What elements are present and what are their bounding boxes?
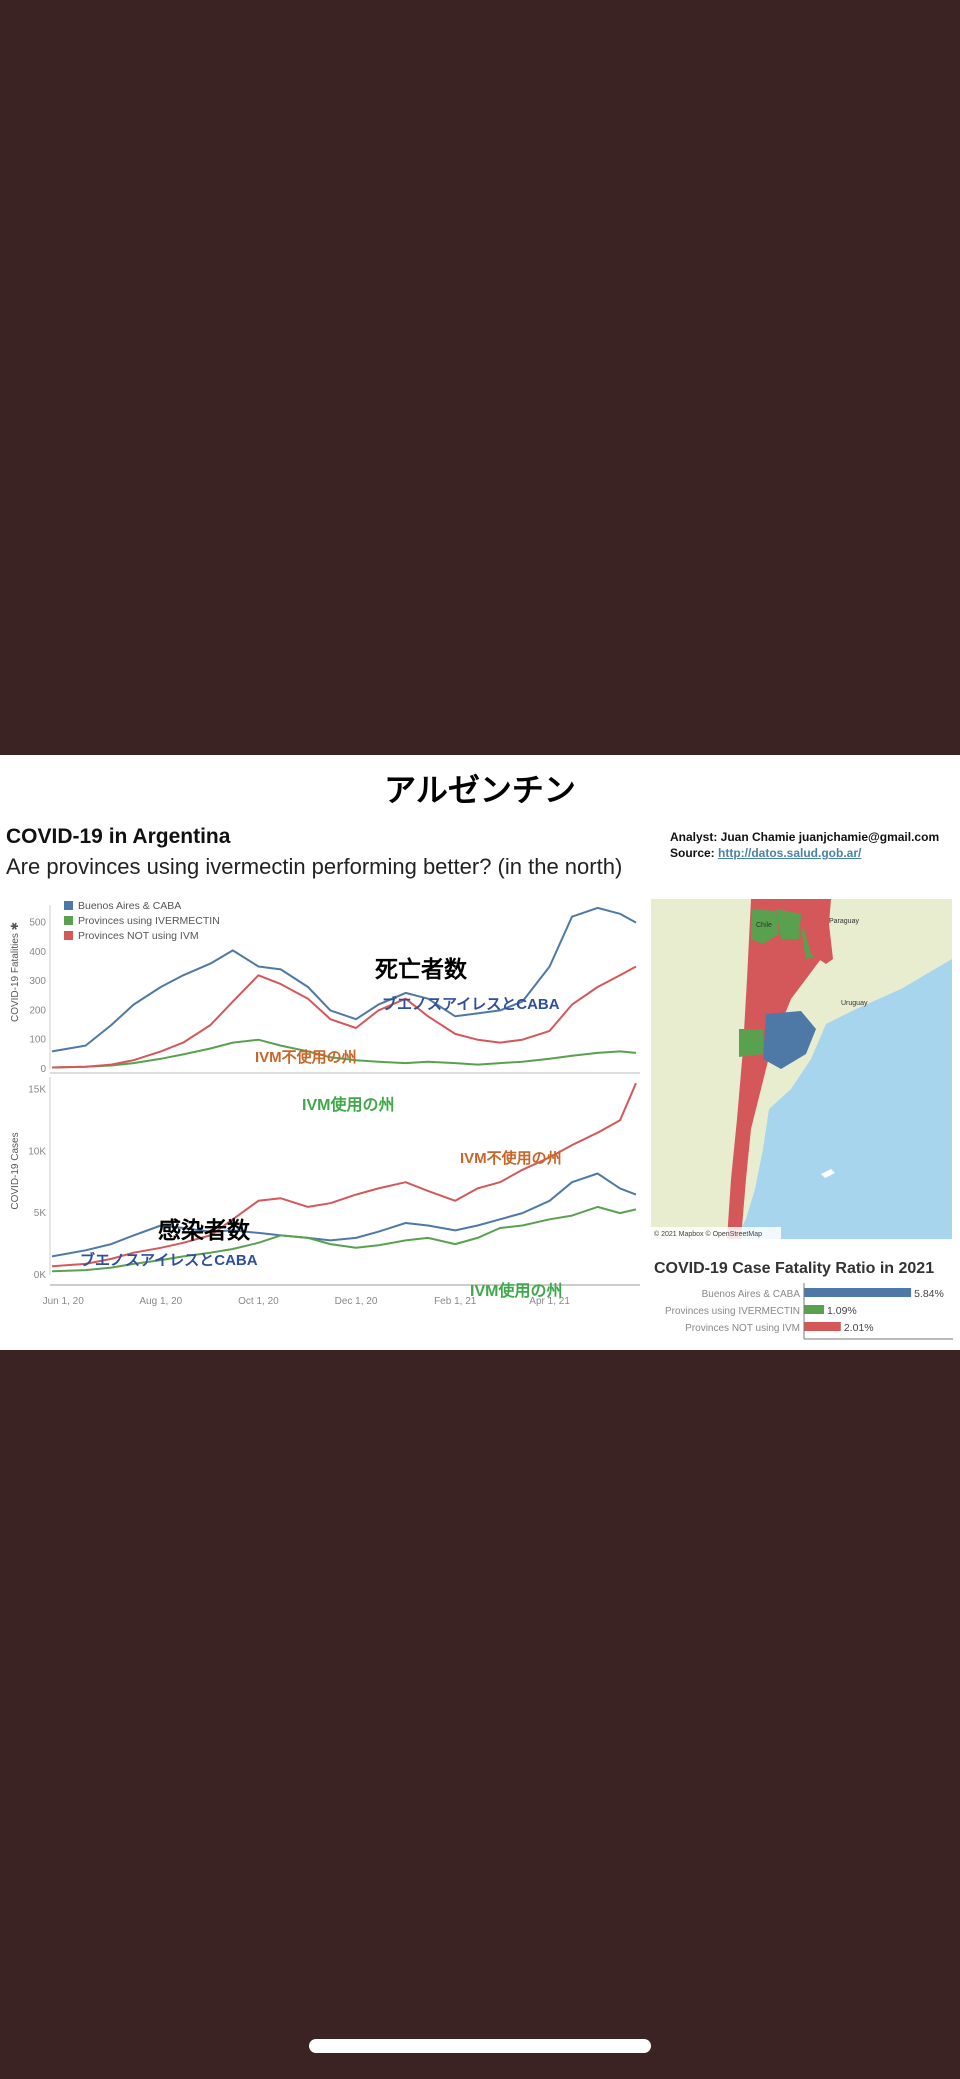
- series-line-fatalities-1[interactable]: [51, 1038, 637, 1069]
- argentina-map[interactable]: Chile Paraguay Uruguay © 2021 Mapbox © O…: [651, 899, 952, 1239]
- ivm-province-n[interactable]: [776, 909, 801, 939]
- series-line-cases-0[interactable]: [51, 1172, 637, 1258]
- series-line-cases-1[interactable]: [51, 1205, 637, 1273]
- source-link[interactable]: http://datos.salud.gob.ar/: [718, 846, 862, 860]
- bar[interactable]: [804, 1288, 912, 1297]
- legend-label: Buenos Aires & CABA: [78, 900, 181, 912]
- bar-value-label: 1.09%: [827, 1305, 857, 1317]
- annotation-ivm-not-top: IVM不使用の州: [255, 1048, 357, 1066]
- legend-swatch: [64, 931, 73, 940]
- y-tick-label: 5K: [34, 1208, 47, 1219]
- series-line-fatalities-2[interactable]: [51, 965, 637, 1069]
- map-attribution: © 2021 Mapbox © OpenStreetMap: [654, 1230, 762, 1238]
- x-tick-label: Apr 1, 21: [529, 1296, 570, 1307]
- bar-category-label: Provinces using IVERMECTIN: [665, 1306, 800, 1317]
- annotation-cases-heading: 感染者数: [158, 1217, 251, 1243]
- analyst-line: Analyst: Juan Chamie juanjchamie@gmail.c…: [670, 830, 940, 844]
- map-label-uruguay: Uruguay: [841, 1000, 868, 1007]
- y-tick-label: 10K: [28, 1146, 46, 1157]
- bar-value-label: 5.84%: [914, 1288, 944, 1300]
- source-line: Source: http://datos.salud.gob.ar/: [670, 845, 939, 861]
- analyst-block: Analyst: Juan Chamie juanjchamie@gmail.c…: [670, 829, 939, 861]
- x-tick-label: Dec 1, 20: [335, 1296, 378, 1307]
- line-charts: 0 100 200 300 400 500 COVID-19 Fatalities ✱ 0K 5…: [10, 900, 640, 1307]
- not-ivm-provinces[interactable]: [727, 899, 831, 1239]
- series-line-cases-2[interactable]: [51, 1082, 637, 1268]
- y-tick-label: 100: [29, 1035, 46, 1046]
- legend-label: Provinces NOT using IVM: [78, 930, 199, 942]
- legend-swatch: [64, 901, 73, 910]
- bar-chart-title: COVID-19 Case Fatality Ratio in 2021: [654, 1260, 935, 1277]
- y-tick-label: 200: [29, 1005, 46, 1016]
- y-tick-label: 0: [40, 1064, 46, 1075]
- ivm-province-c[interactable]: [739, 1029, 763, 1057]
- map-label-paraguay: Paraguay: [829, 918, 859, 925]
- x-tick-label: Oct 1, 20: [238, 1296, 279, 1307]
- x-tick-label: Feb 1, 21: [434, 1296, 477, 1307]
- annotation-ivm-use-bottom: IVM使用の州: [470, 1281, 562, 1300]
- slide-panel: アルゼンチン COVID-19 in Argentina Are provinc…: [0, 755, 960, 1350]
- y-tick-label: 400: [29, 947, 46, 958]
- legend-label: Provinces using IVERMECTIN: [78, 915, 220, 927]
- chart-title: COVID-19 in Argentina: [6, 825, 231, 848]
- slide-jp-title: アルゼンチン: [384, 771, 576, 809]
- y-axis-title: COVID-19 Fatalities ✱: [10, 922, 21, 1022]
- annotation-deaths-heading: 死亡者数: [375, 956, 468, 982]
- x-tick-label: Jun 1, 20: [43, 1296, 85, 1307]
- chart-subtitle: Are provinces using ivermectin performin…: [6, 854, 623, 879]
- bar-category-label: Provinces NOT using IVM: [685, 1323, 800, 1334]
- legend-swatch: [64, 916, 73, 925]
- ivm-province-nw[interactable]: [751, 909, 779, 944]
- annotation-ba-caba-bottom: ブエノスアイレスとCABA: [80, 1251, 258, 1269]
- y-tick-label: 500: [29, 918, 46, 929]
- series-line-fatalities-0[interactable]: [51, 906, 637, 1053]
- fatality-ratio-chart: Buenos Aires & CABA 5.84% Provinces using …: [665, 1283, 953, 1340]
- y-tick-label: 300: [29, 976, 46, 987]
- home-indicator[interactable]: [309, 2039, 651, 2053]
- map-label-chile: Chile: [756, 922, 772, 929]
- annotation-ivm-use-top: IVM使用の州: [302, 1095, 394, 1114]
- buenos-aires-region[interactable]: [763, 1011, 816, 1069]
- x-tick-label: Aug 1, 20: [139, 1296, 182, 1307]
- bar-category-label: Buenos Aires & CABA: [702, 1289, 801, 1300]
- annotation-ivm-not-bottom: IVM不使用の州: [460, 1149, 562, 1167]
- source-label: Source:: [670, 846, 719, 860]
- bar-value-label: 2.01%: [844, 1322, 874, 1334]
- annotation-ba-caba-top: ブエノスアイレスとCABA: [382, 995, 560, 1013]
- y-tick-label: 0K: [34, 1270, 47, 1281]
- bar[interactable]: [804, 1322, 841, 1331]
- y-tick-label: 15K: [28, 1084, 46, 1095]
- y-axis-title: COVID-19 Cases: [10, 1132, 21, 1209]
- bar[interactable]: [804, 1305, 824, 1314]
